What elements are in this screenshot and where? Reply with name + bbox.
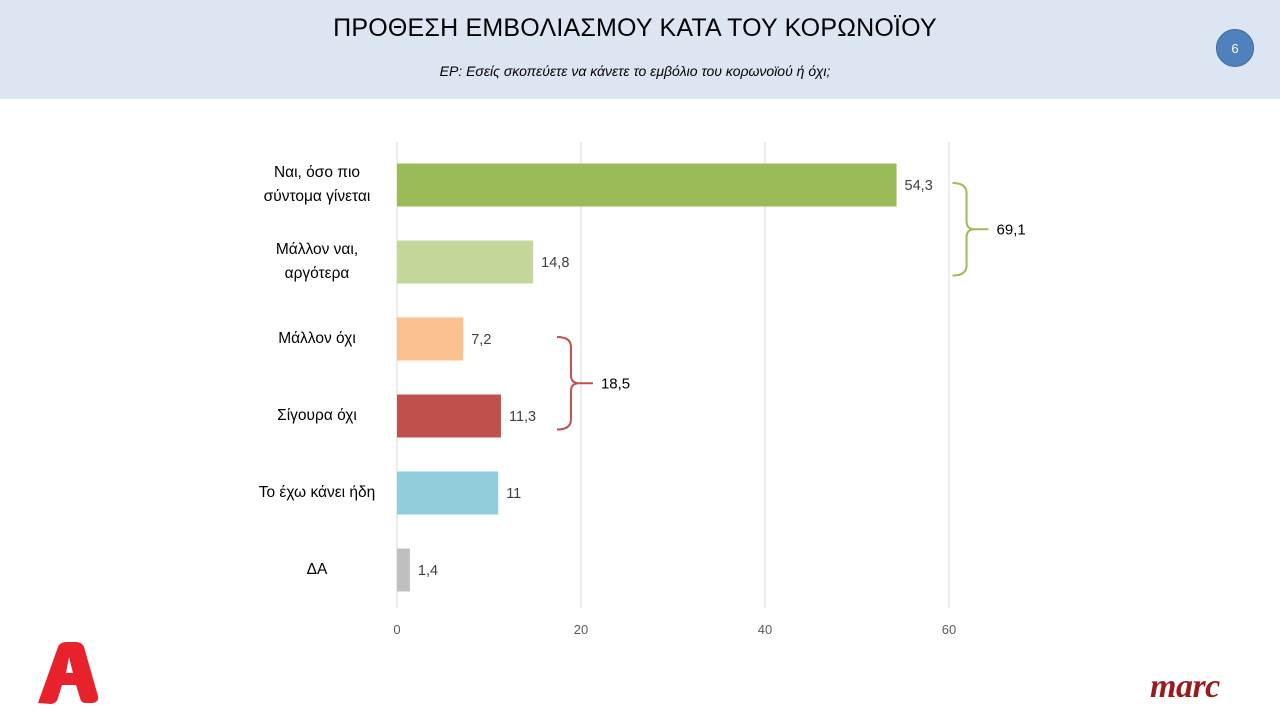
bar-value-label: 11 [506,486,521,502]
bar-value-label: 11,3 [509,409,536,425]
category-label-line: Μάλλον ναι, [275,241,359,258]
group-total-label: 69,1 [997,221,1026,238]
page-number-badge: 6 [1216,29,1254,67]
bar-value-label: 1,4 [418,563,438,579]
x-tick-label: 0 [393,622,400,637]
category-label: ΔΑ [217,558,417,582]
marc-logo: marc [1150,668,1220,705]
group-brace [556,336,580,431]
bar [397,240,534,284]
x-tick-label: 60 [942,622,956,637]
category-label: Το έχω κάνει ήδη [217,481,417,505]
group-brace [952,182,975,277]
category-label: Μάλλον όχι [217,327,417,351]
bar-value-label: 14,8 [541,255,569,271]
category-label: Μάλλον ναι, αργότερα [217,238,417,286]
category-label: Ναι, όσο πιο σύντομα γίνεται [217,161,417,209]
alpha-logo-shape [38,642,99,704]
header-band: ΠΡΟΘΕΣΗ ΕΜΒΟΛΙΑΣΜΟΥ ΚΑΤΑ ΤΟΥ ΚΟΡΩΝΟΪΟΥ Ε… [0,0,1280,99]
category-label-line: Το έχω κάνει ήδη [258,484,376,501]
bar-value-label: 7,2 [471,332,491,348]
category-label-line: αργότερα [284,265,350,282]
bar [397,394,501,438]
page-title: ΠΡΟΘΕΣΗ ΕΜΒΟΛΙΑΣΜΟΥ ΚΑΤΑ ΤΟΥ ΚΟΡΩΝΟΪΟΥ [333,14,937,42]
bar [397,163,897,207]
category-label-line: Ναι, όσο πιο [273,164,361,181]
bar [397,471,499,515]
alpha-logo [38,642,99,704]
group-total-label: 18,5 [601,375,630,392]
x-tick-label: 20 [574,622,588,637]
bar [397,548,410,592]
question-subtitle: ΕΡ: Εσείς σκοπεύετε να κάνετε το εμβόλιο… [439,63,831,79]
bar [397,317,464,361]
category-label: Σίγουρα όχι [217,404,417,428]
category-label-line: σύντομα γίνεται [263,188,371,205]
x-tick-label: 40 [758,622,772,637]
category-label-line: ΔΑ [306,561,328,578]
category-label-line: Μάλλον όχι [278,330,356,347]
category-label-line: Σίγουρα όχι [277,407,357,424]
bar-value-label: 54,3 [905,178,933,194]
